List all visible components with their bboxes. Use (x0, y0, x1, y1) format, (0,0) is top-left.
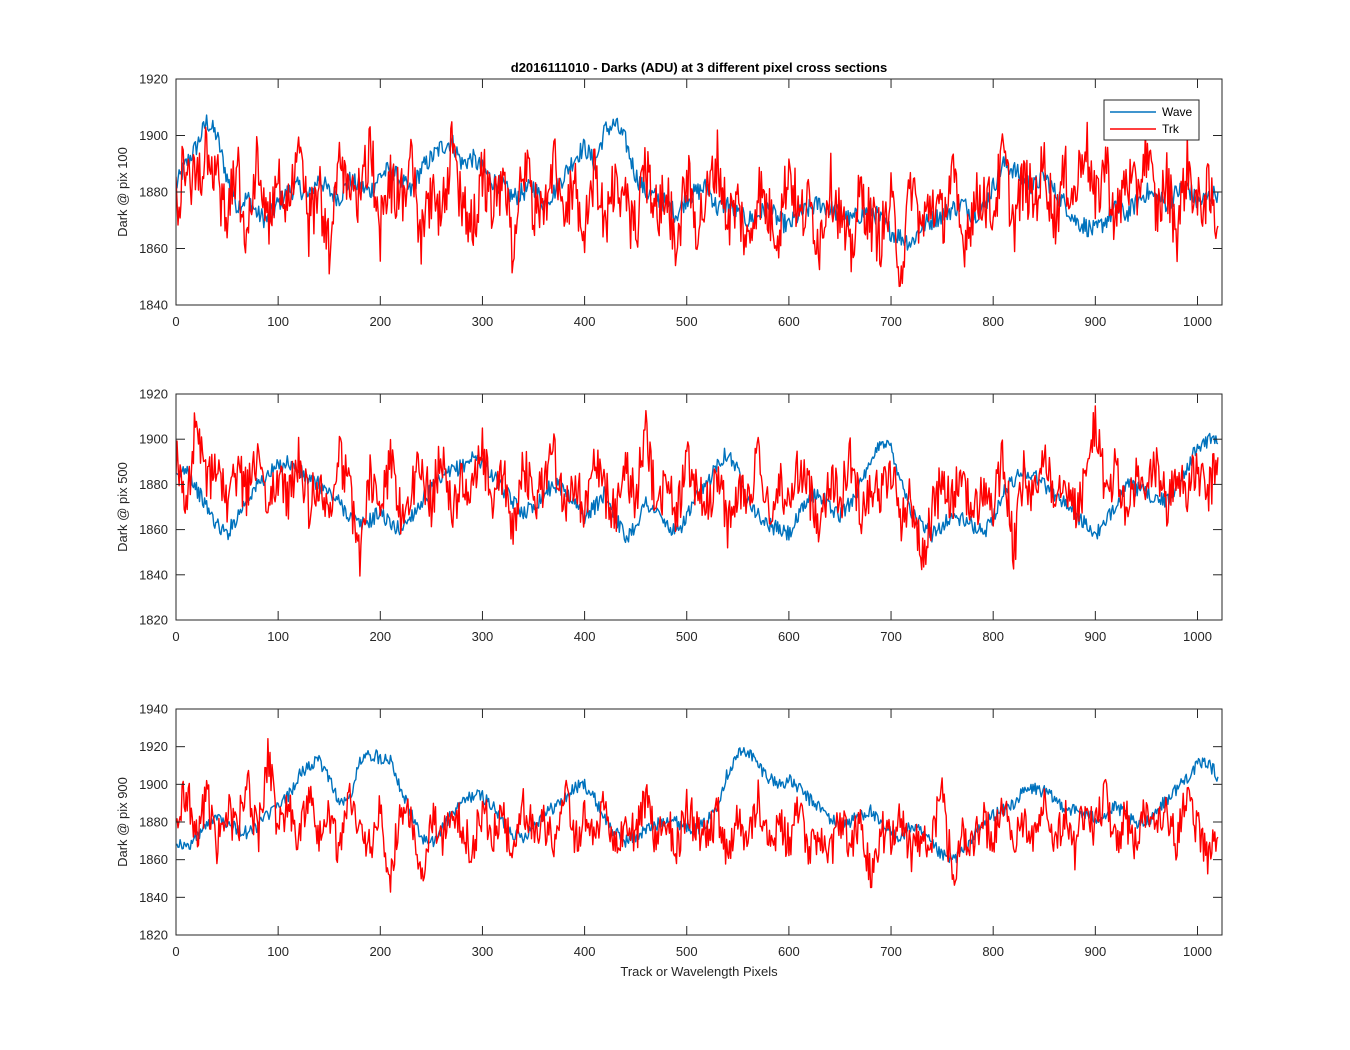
x-tick-label: 800 (982, 629, 1004, 644)
x-tick-label: 900 (1084, 629, 1106, 644)
y-tick-label: 1920 (139, 739, 168, 754)
plot-area (176, 394, 1222, 620)
y-tick-label: 1840 (139, 567, 168, 582)
x-tick-label: 500 (676, 314, 698, 329)
panel-2: 0 100 200 300 400 500 600 700 800 900 1000 1820 1840… (115, 387, 1223, 644)
x-tick-label: 100 (267, 314, 289, 329)
y-tick-label: 1880 (139, 815, 168, 830)
x-tick-label: 0 (172, 629, 179, 644)
y-tick-label: 1840 (139, 298, 168, 313)
x-tick-label: 300 (472, 944, 494, 959)
x-tick-label: 700 (880, 314, 902, 329)
legend: Wave Trk (1103, 99, 1200, 141)
x-tick-label: 800 (982, 944, 1004, 959)
x-tick-label: 400 (574, 314, 596, 329)
x-tick-label: 100 (267, 629, 289, 644)
x-tick-label: 400 (574, 629, 596, 644)
x-tick-label: 1000 (1183, 944, 1212, 959)
y-tick-label: 1900 (139, 777, 168, 792)
x-tick-label: 100 (267, 944, 289, 959)
x-tick-label: 600 (778, 314, 800, 329)
y-tick-label: 1840 (139, 890, 168, 905)
x-tick-label: 600 (778, 629, 800, 644)
series-line-trk (176, 738, 1219, 893)
x-tick-label: 900 (1084, 314, 1106, 329)
legend-entry-wave: Wave (1162, 105, 1193, 119)
x-tick-label: 200 (369, 314, 391, 329)
panel-3: 0 100 200 300 400 500 600 700 800 900 1000 1820 1840… (115, 702, 1223, 959)
x-tick-label: 900 (1084, 944, 1106, 959)
x-tick-label: 600 (778, 944, 800, 959)
series-line-trk (176, 405, 1219, 577)
x-tick-label: 500 (676, 629, 698, 644)
series-line-trk (176, 121, 1219, 288)
x-tick-label: 700 (880, 944, 902, 959)
y-tick-label: 1900 (139, 432, 168, 447)
y-tick-label: 1860 (139, 852, 168, 867)
y-tick-label: 1940 (139, 702, 168, 717)
x-tick-label: 800 (982, 314, 1004, 329)
legend-box (1103, 99, 1200, 141)
figure-title: d2016111010 - Darks (ADU) at 3 different… (511, 60, 887, 75)
y-axis-label: Dark @ pix 900 (115, 777, 130, 867)
x-tick-label: 0 (172, 314, 179, 329)
x-axis-label: Track or Wavelength Pixels (620, 964, 778, 979)
y-tick-label: 1920 (139, 387, 168, 402)
panel-1: 0 100 200 300 400 500 600 700 800 900 1000 1840 1860… (115, 72, 1223, 329)
y-tick-label: 1820 (139, 928, 168, 943)
legend-entry-trk: Trk (1162, 122, 1180, 136)
x-tick-label: 1000 (1183, 314, 1212, 329)
y-tick-label: 1880 (139, 185, 168, 200)
x-tick-label: 1000 (1183, 629, 1212, 644)
x-tick-label: 300 (472, 629, 494, 644)
x-tick-label: 200 (369, 944, 391, 959)
y-tick-label: 1900 (139, 128, 168, 143)
y-tick-label: 1920 (139, 72, 168, 87)
axes-box (175, 393, 1223, 621)
x-tick-label: 400 (574, 944, 596, 959)
series-line-wave (176, 114, 1219, 251)
x-tick-label: 700 (880, 629, 902, 644)
x-tick-label: 300 (472, 314, 494, 329)
y-axis-label: Dark @ pix 500 (115, 462, 130, 552)
x-tick-label: 500 (676, 944, 698, 959)
y-tick-label: 1860 (139, 522, 168, 537)
y-axis-label: Dark @ pix 100 (115, 147, 130, 237)
y-tick-label: 1820 (139, 613, 168, 628)
x-tick-label: 0 (172, 944, 179, 959)
y-tick-label: 1860 (139, 241, 168, 256)
y-tick-label: 1880 (139, 477, 168, 492)
x-tick-label: 200 (369, 629, 391, 644)
